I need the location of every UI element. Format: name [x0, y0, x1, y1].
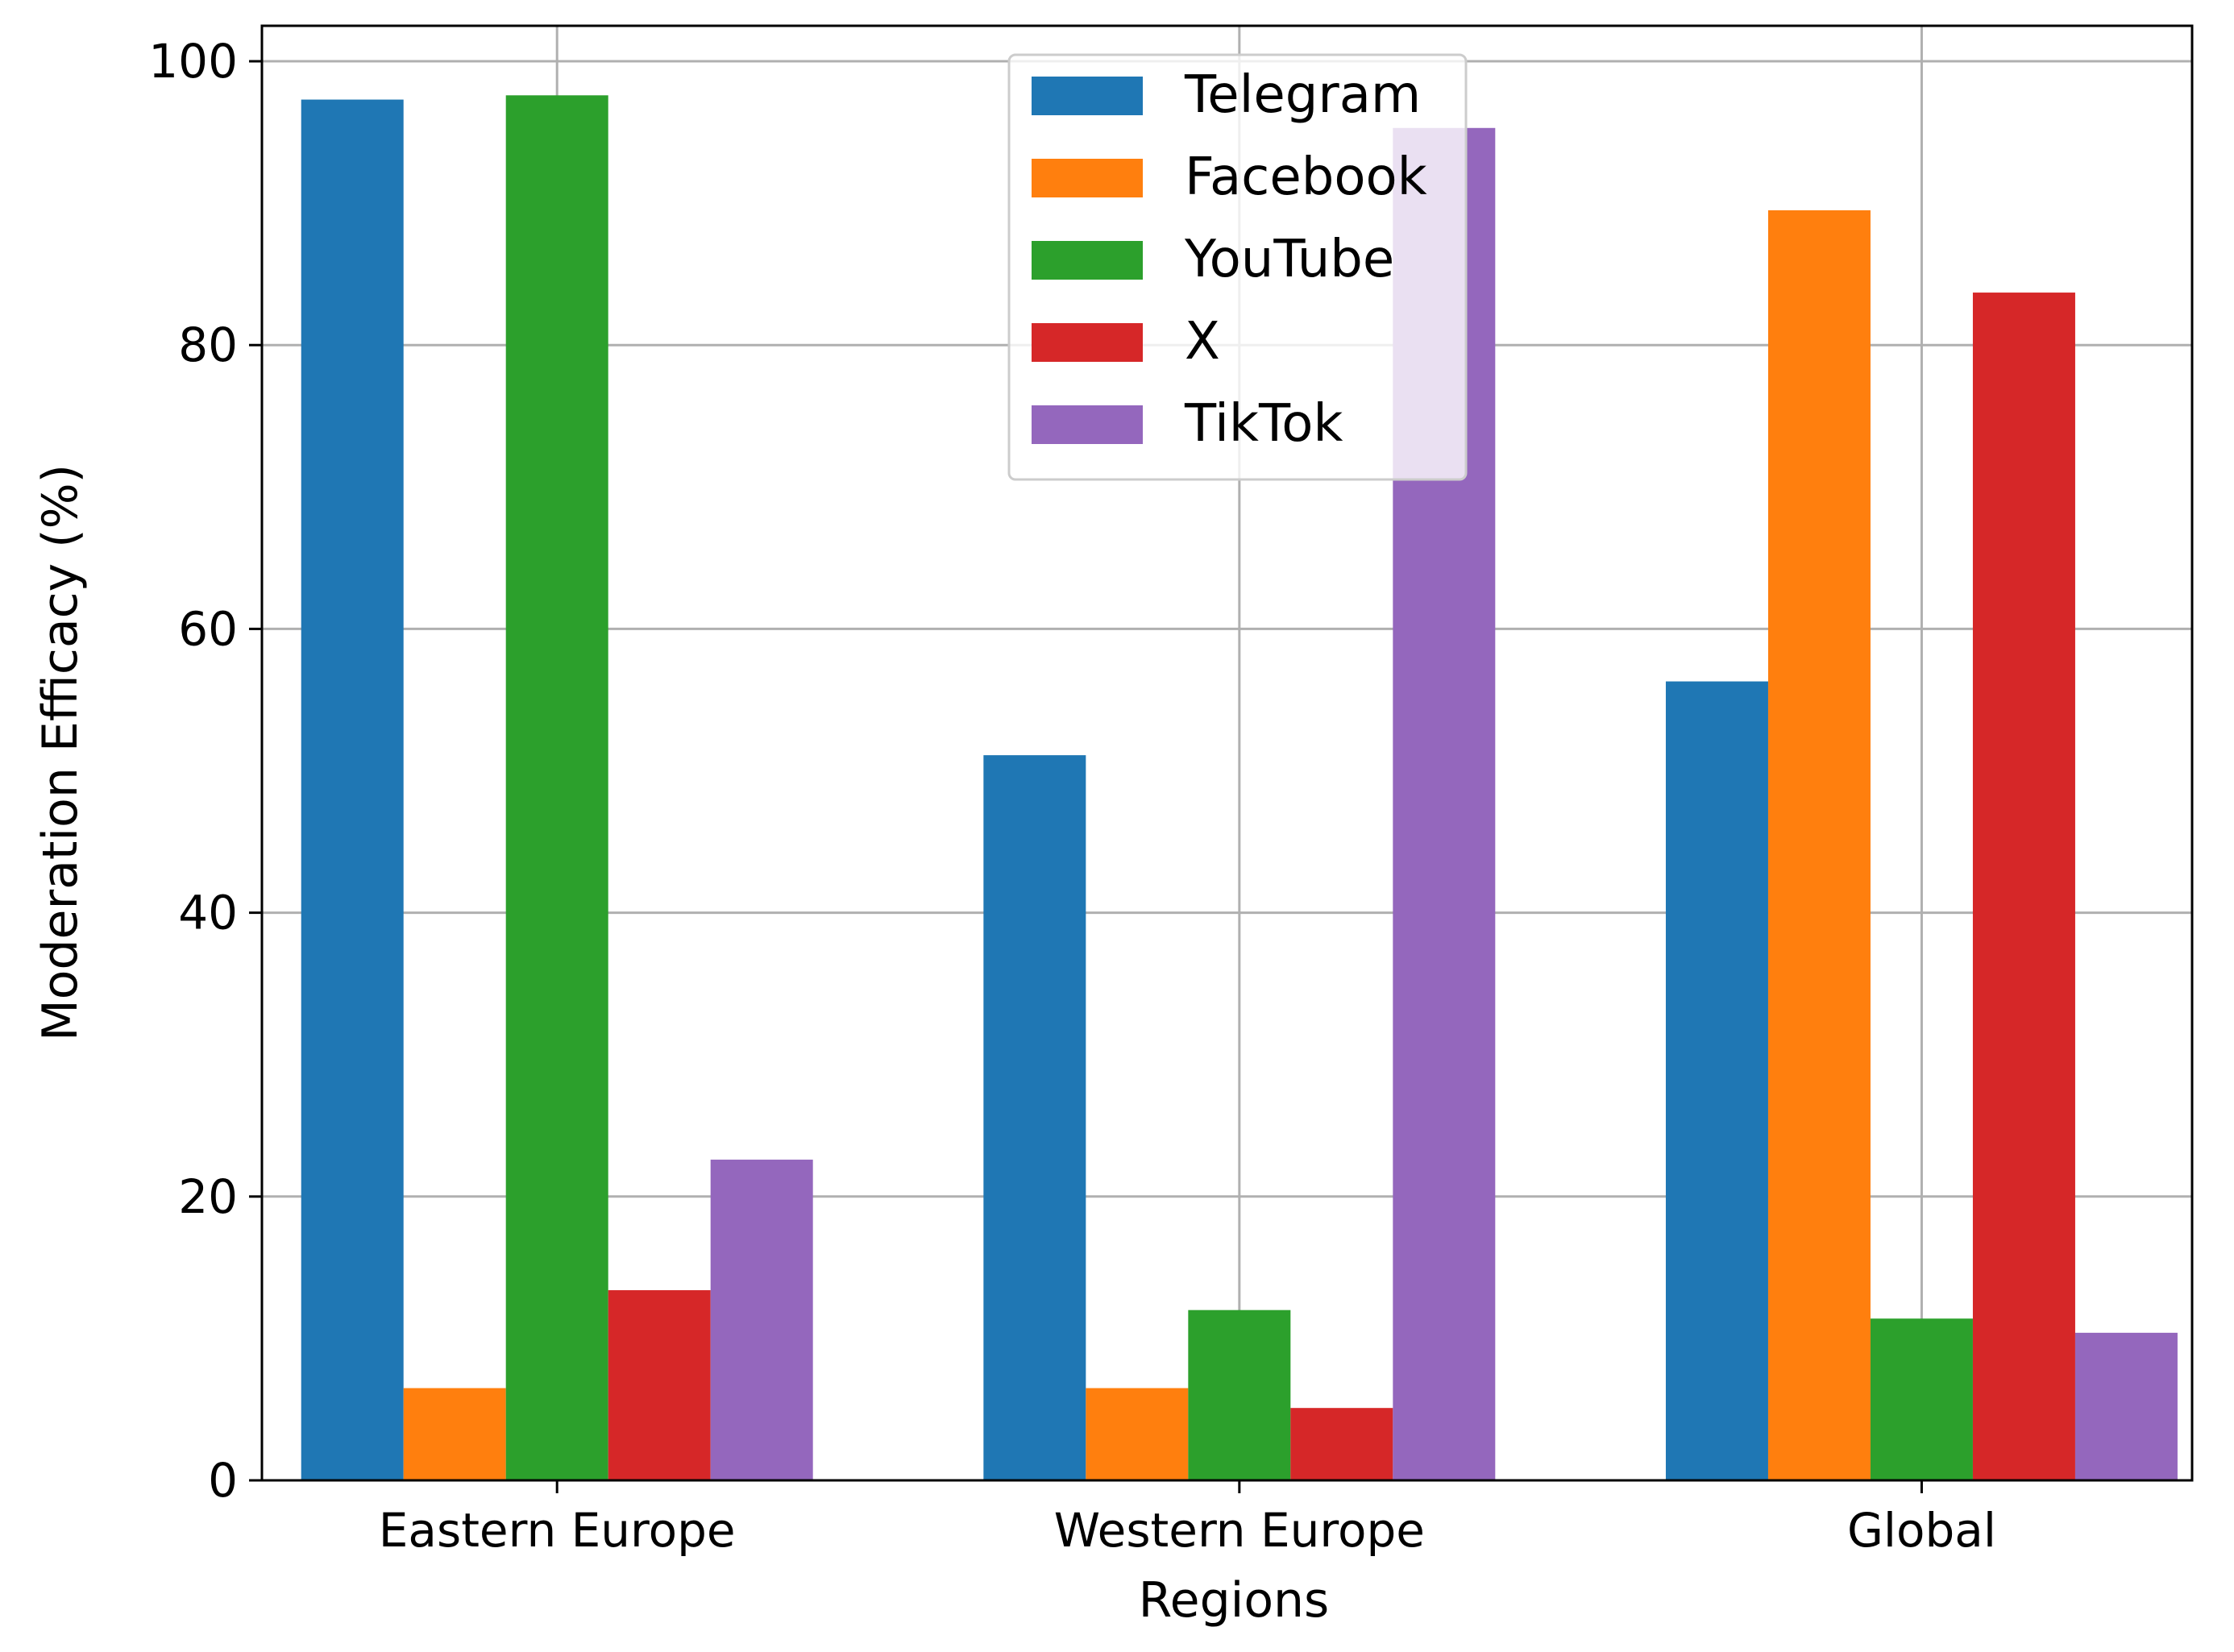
x-axis: Eastern Europe Western Europe Global	[379, 1480, 1996, 1558]
legend-swatch-tiktok	[1032, 405, 1143, 444]
legend-label-tiktok: TikTok	[1184, 394, 1343, 454]
bar-facebook-global	[1767, 210, 1871, 1481]
y-tick-label: 20	[178, 1169, 238, 1224]
y-axis-label: Moderation Efficacy (%)	[32, 464, 89, 1041]
legend-label-telegram: Telegram	[1184, 65, 1421, 125]
bar-youtube-western-europe	[1188, 1310, 1291, 1480]
bar-youtube-eastern-europe	[505, 95, 608, 1480]
plot-frame	[260, 24, 2194, 1482]
bar-facebook-eastern-europe	[403, 1388, 506, 1480]
bar-x-global	[1972, 293, 2075, 1480]
legend-swatch-telegram	[1032, 77, 1143, 115]
legend-swatch-facebook	[1032, 159, 1143, 197]
bar-x-eastern-europe	[608, 1290, 711, 1480]
bar-telegram-global	[1665, 681, 1768, 1480]
bar-tiktok-eastern-europe	[710, 1160, 813, 1480]
legend-label-x: X	[1185, 312, 1220, 371]
legend-label-facebook: Facebook	[1185, 147, 1427, 207]
bar-telegram-eastern-europe	[301, 99, 404, 1481]
x-tick-label: Global	[1847, 1503, 1996, 1558]
bar-x-western-europe	[1290, 1408, 1393, 1480]
y-tick-label: 60	[178, 601, 238, 656]
legend-swatch-x	[1032, 323, 1143, 362]
legend-label-youtube: YouTube	[1184, 230, 1394, 289]
x-tick-label: Eastern Europe	[379, 1503, 736, 1558]
y-tick-label: 40	[178, 886, 238, 940]
legend: Telegram Facebook YouTube X TikTok	[1007, 53, 1468, 481]
x-axis-label: Regions	[1139, 1572, 1330, 1629]
bar-facebook-western-europe	[1086, 1388, 1189, 1480]
x-tick-label: Western Europe	[1054, 1503, 1425, 1558]
bar-telegram-western-europe	[983, 755, 1086, 1480]
y-tick-label: 80	[178, 318, 238, 372]
legend-swatch-youtube	[1032, 241, 1143, 280]
bar-youtube-global	[1870, 1318, 1973, 1480]
bars	[301, 95, 2178, 1481]
bar-tiktok-global	[2074, 1332, 2178, 1480]
y-tick-label: 0	[208, 1453, 238, 1508]
y-axis: 0 20 40 60 80 100	[148, 34, 262, 1508]
y-tick-label: 100	[148, 34, 238, 89]
